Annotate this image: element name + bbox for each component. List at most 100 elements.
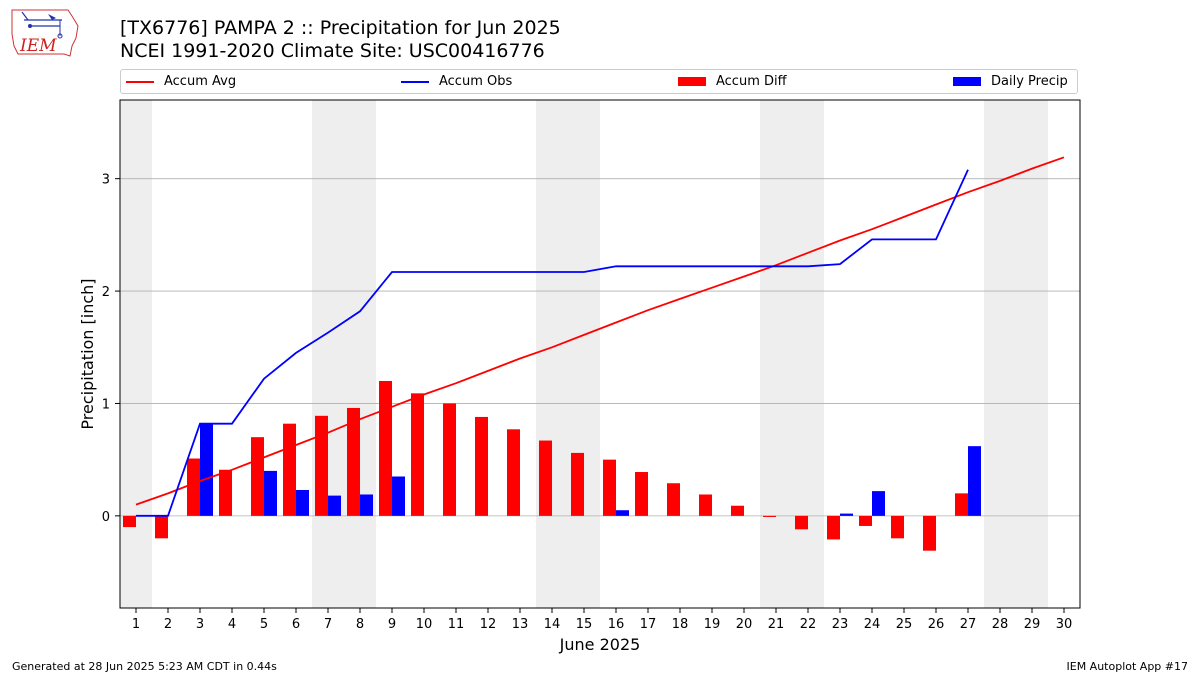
x-tick-label: 16 bbox=[608, 617, 625, 632]
accum-diff-bar bbox=[379, 380, 392, 516]
x-tick-label: 11 bbox=[448, 617, 465, 632]
x-tick-label: 17 bbox=[640, 617, 657, 632]
accum-diff-bar bbox=[251, 437, 264, 516]
y-tick-label: 1 bbox=[102, 397, 110, 412]
x-tick-label: 6 bbox=[292, 617, 300, 632]
daily-precip-bar bbox=[872, 491, 885, 516]
footer-generated: Generated at 28 Jun 2025 5:23 AM CDT in … bbox=[12, 660, 277, 673]
accum-diff-bar bbox=[347, 407, 360, 516]
x-tick-label: 20 bbox=[736, 617, 753, 632]
legend: Accum Avg Accum Obs Accum Diff Daily Pre… bbox=[120, 69, 1078, 94]
accum-diff-bar bbox=[283, 423, 296, 516]
accum-diff-bar bbox=[635, 472, 648, 516]
weekend-shade bbox=[984, 100, 1048, 608]
iowa-outline bbox=[11, 9, 79, 57]
accum-diff-bar bbox=[539, 440, 552, 516]
x-tick-label: 8 bbox=[356, 617, 364, 632]
x-tick-label: 30 bbox=[1056, 617, 1073, 632]
x-tick-label: 5 bbox=[260, 617, 268, 632]
logo-text: IEM bbox=[19, 36, 57, 56]
x-tick-label: 12 bbox=[480, 617, 497, 632]
footer-app: IEM Autoplot App #17 bbox=[1066, 660, 1189, 673]
legend-label-daily-precip: Daily Precip bbox=[991, 74, 1068, 89]
x-tick-label: 10 bbox=[416, 617, 433, 632]
x-tick-label: 3 bbox=[196, 617, 204, 632]
y-tick-label: 0 bbox=[102, 510, 110, 525]
accum-diff-bar bbox=[507, 429, 520, 516]
y-tick-label: 2 bbox=[102, 285, 110, 300]
accum-obs-line bbox=[136, 169, 969, 517]
x-tick-label: 22 bbox=[800, 617, 817, 632]
x-tick-label: 26 bbox=[928, 617, 945, 632]
chart-title: [TX6776] PAMPA 2 :: Precipitation for Ju… bbox=[120, 17, 561, 39]
accum-diff-bar bbox=[731, 505, 744, 516]
legend-swatch-accum-avg bbox=[126, 80, 154, 83]
accum-diff-bar bbox=[859, 515, 872, 526]
x-tick-label: 29 bbox=[1024, 617, 1041, 632]
legend-label-accum-obs: Accum Obs bbox=[439, 74, 513, 89]
x-tick-label: 28 bbox=[992, 617, 1009, 632]
y-tick-label: 3 bbox=[102, 173, 110, 188]
accum-diff-bar bbox=[827, 515, 840, 540]
x-tick-label: 4 bbox=[228, 617, 236, 632]
x-tick-label: 1 bbox=[132, 617, 140, 632]
accum-diff-bar bbox=[923, 515, 936, 551]
x-tick-label: 9 bbox=[388, 617, 396, 632]
daily-precip-bar bbox=[968, 446, 981, 516]
chart-subtitle: NCEI 1991-2020 Climate Site: USC00416776 bbox=[120, 40, 545, 62]
x-tick-label: 25 bbox=[896, 617, 913, 632]
plot-frame bbox=[119, 99, 1081, 609]
accum-diff-bar bbox=[955, 493, 968, 516]
x-tick-label: 7 bbox=[324, 617, 332, 632]
legend-accum-diff: Accum Diff bbox=[678, 74, 787, 89]
daily-precip-bar bbox=[264, 470, 277, 516]
accum-diff-bar bbox=[315, 415, 328, 516]
accum-diff-bar bbox=[667, 483, 680, 516]
accum-diff-bar bbox=[571, 452, 584, 516]
x-tick-label: 13 bbox=[512, 617, 529, 632]
accum-diff-bar bbox=[603, 459, 616, 516]
x-tick-label: 18 bbox=[672, 617, 689, 632]
accum-diff-bar bbox=[155, 515, 168, 539]
accum-diff-bar bbox=[763, 515, 776, 517]
x-tick-label: 14 bbox=[544, 617, 561, 632]
accum-diff-bar bbox=[443, 403, 456, 516]
daily-precip-bar bbox=[296, 489, 309, 516]
weekend-shade bbox=[536, 100, 600, 608]
daily-precip-bar bbox=[360, 494, 373, 516]
weekend-shade bbox=[120, 100, 152, 608]
legend-swatch-accum-obs bbox=[401, 80, 429, 83]
legend-accum-obs: Accum Obs bbox=[401, 74, 512, 89]
iem-logo: IEM bbox=[11, 9, 79, 57]
legend-swatch-daily-precip bbox=[953, 77, 981, 86]
x-tick-label: 27 bbox=[960, 617, 977, 632]
legend-accum-avg: Accum Avg bbox=[126, 74, 236, 89]
accum-diff-bar bbox=[891, 515, 904, 539]
x-tick-label: 23 bbox=[832, 617, 849, 632]
accum-avg-line bbox=[135, 156, 1065, 506]
x-tick-label: 24 bbox=[864, 617, 881, 632]
legend-label-accum-diff: Accum Diff bbox=[716, 74, 787, 89]
weekend-shade bbox=[760, 100, 824, 608]
y-axis-label: Precipitation [inch] bbox=[78, 278, 97, 429]
accum-diff-bar bbox=[699, 494, 712, 516]
x-tick-label: 2 bbox=[164, 617, 172, 632]
daily-precip-bar bbox=[840, 513, 853, 516]
accum-diff-bar bbox=[219, 469, 232, 516]
x-tick-label: 15 bbox=[576, 617, 593, 632]
daily-precip-bar bbox=[392, 476, 405, 516]
daily-precip-bar bbox=[328, 495, 341, 516]
daily-precip-bar bbox=[616, 510, 629, 516]
x-tick-label: 19 bbox=[704, 617, 721, 632]
daily-precip-bar bbox=[200, 423, 213, 516]
legend-label-accum-avg: Accum Avg bbox=[164, 74, 237, 89]
x-axis-label: June 2025 bbox=[559, 635, 641, 654]
accum-diff-bar bbox=[411, 393, 424, 516]
legend-swatch-accum-diff bbox=[678, 77, 706, 86]
accum-diff-bar bbox=[795, 515, 808, 530]
accum-diff-bar bbox=[475, 416, 488, 516]
accum-diff-bar bbox=[123, 515, 136, 528]
accum-diff-bar bbox=[187, 458, 200, 516]
x-tick-label: 21 bbox=[768, 617, 785, 632]
